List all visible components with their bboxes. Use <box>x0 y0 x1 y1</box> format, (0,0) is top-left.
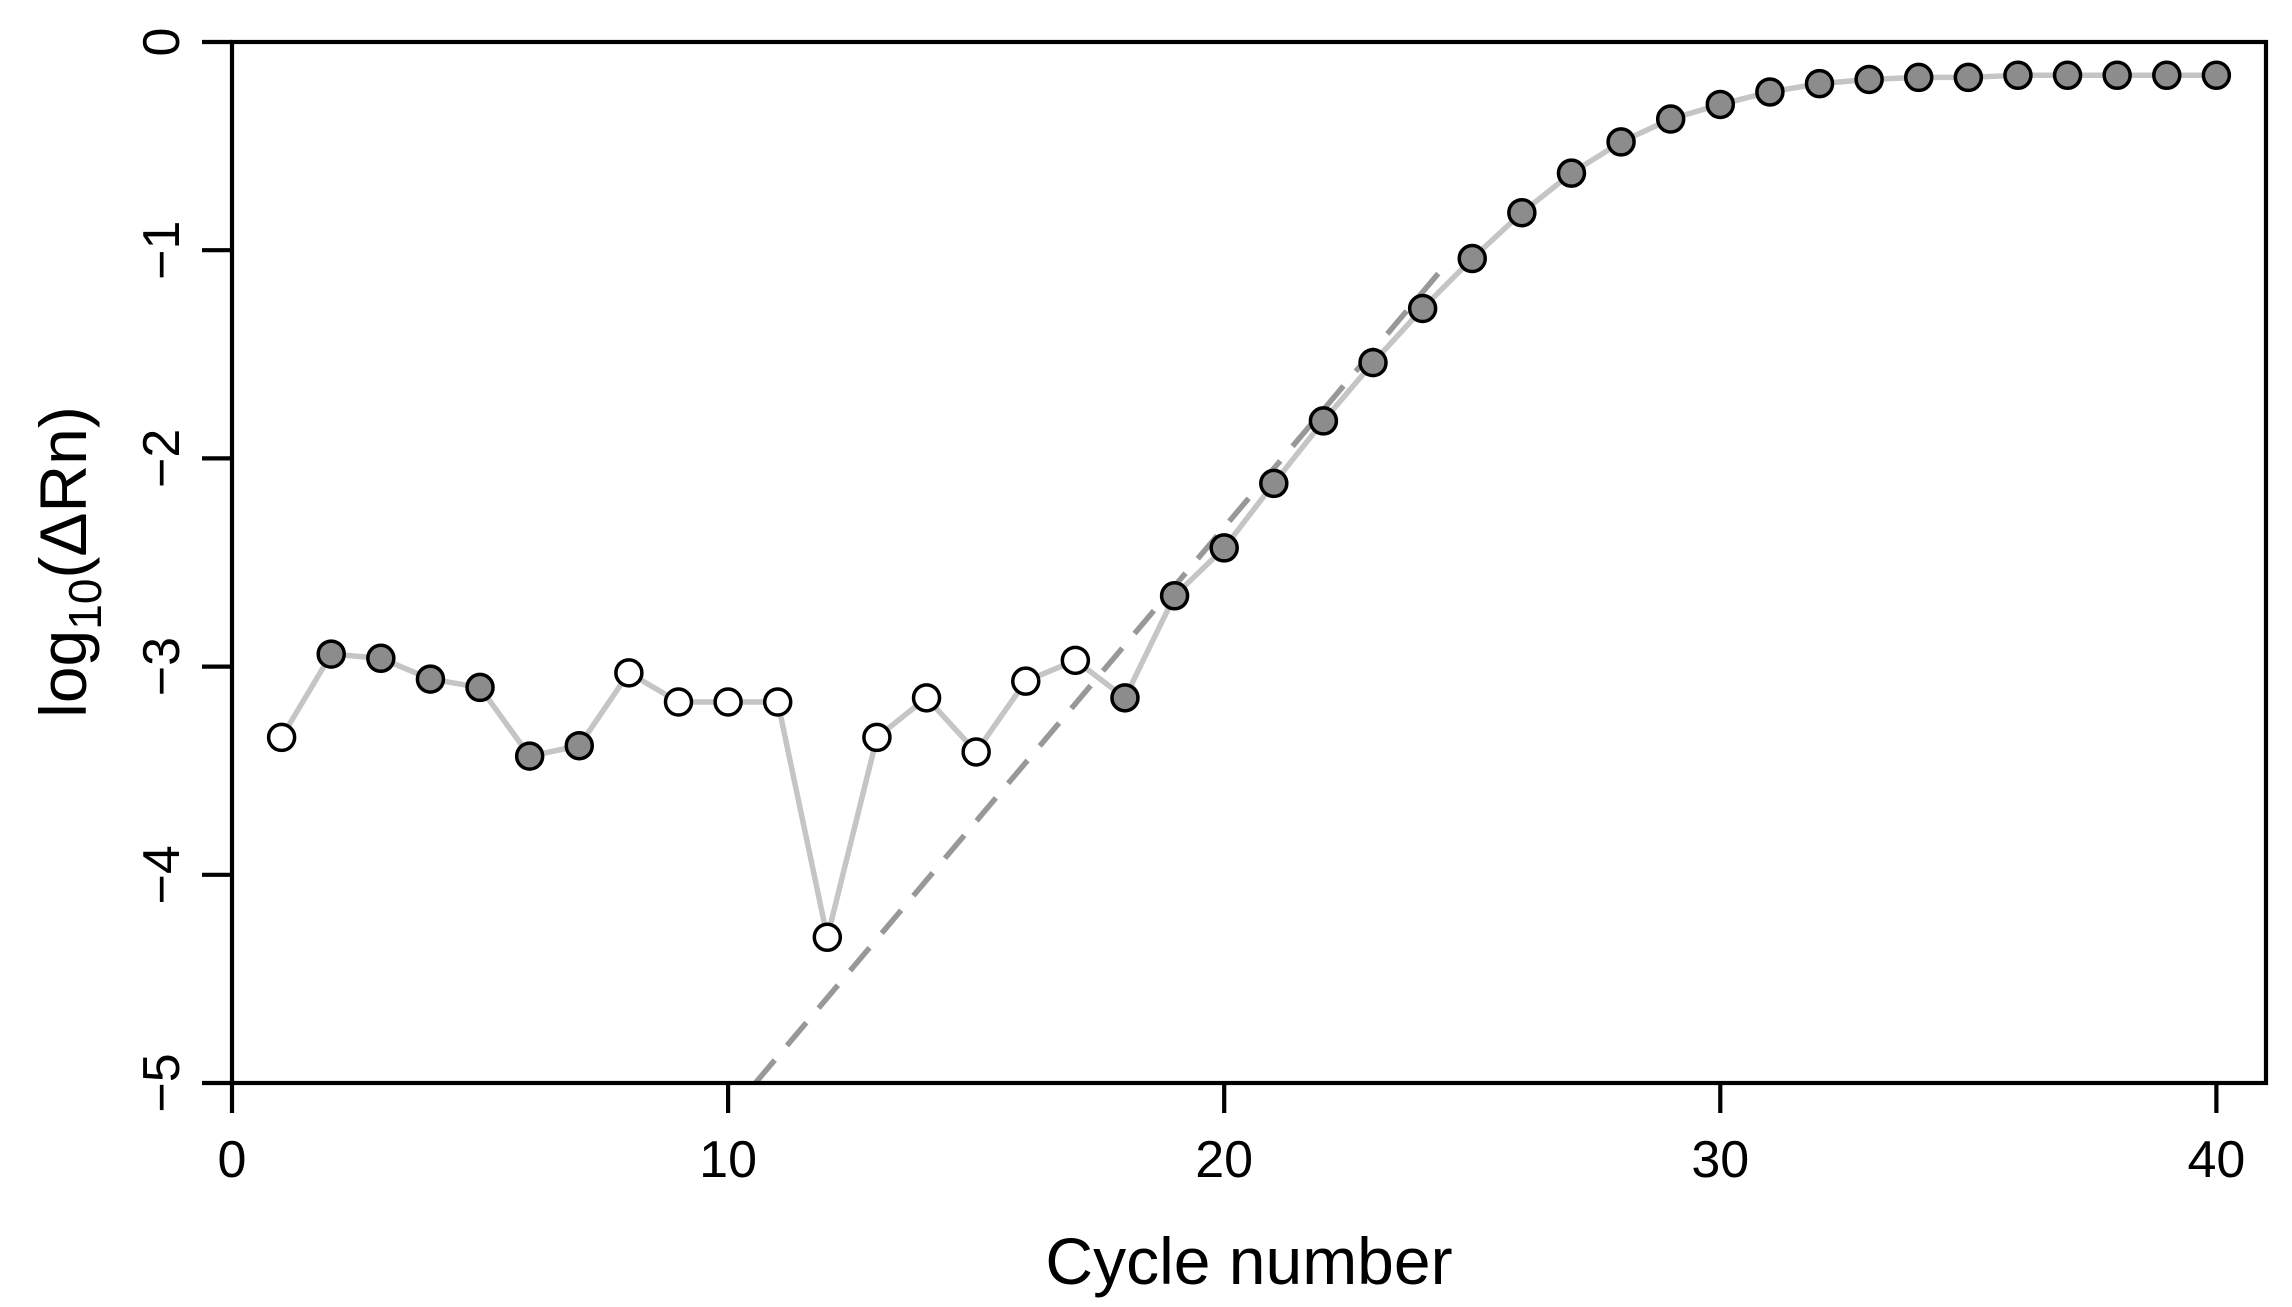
data-point-open <box>713 687 743 717</box>
y-tick-label: −2 <box>133 429 191 488</box>
data-point-open <box>911 683 942 713</box>
data-point-filled <box>1407 293 1438 324</box>
data-point-open <box>663 687 694 717</box>
x-tick-label: 20 <box>1195 1131 1253 1189</box>
data-point-filled <box>1308 406 1339 436</box>
data-point-filled <box>1854 64 1884 95</box>
data-point-filled <box>2052 60 2083 91</box>
data-point-filled <box>1507 197 1537 228</box>
data-point-filled <box>1556 158 1587 188</box>
x-tick-label: 10 <box>699 1131 757 1189</box>
data-point-filled <box>2003 60 2033 91</box>
data-point-filled <box>2152 60 2182 91</box>
y-tick-label: −3 <box>133 637 191 696</box>
x-tick-label: 0 <box>218 1131 247 1189</box>
data-point-filled <box>1110 683 1140 713</box>
data-point-open <box>762 687 793 717</box>
plot-frame <box>229 39 2269 1086</box>
data-point-filled <box>1209 533 1239 563</box>
data-point-filled <box>1259 468 1289 499</box>
data-point-open <box>1011 666 1041 696</box>
y-tick-label: −5 <box>133 1053 191 1112</box>
amplification-curve-line <box>278 72 2220 941</box>
data-point-open <box>812 922 843 953</box>
x-tick-label: 40 <box>2187 1131 2245 1189</box>
data-point-filled <box>1705 89 1736 120</box>
y-tick-label: −1 <box>133 221 191 280</box>
y-tick-label: −4 <box>133 845 191 904</box>
data-point-open <box>614 658 644 688</box>
data-point-filled <box>366 643 396 674</box>
y-axis-title: log10(ΔRn) <box>26 406 111 718</box>
series-layer <box>266 60 2232 1085</box>
data-point-open <box>961 737 991 767</box>
data-point-filled <box>2201 60 2232 91</box>
y-tick-label: 0 <box>133 28 191 57</box>
data-point-filled <box>1804 68 1835 99</box>
x-axis-title: Cycle number <box>1045 1224 1452 1298</box>
y-axis-title-subscript: 10 <box>59 579 111 630</box>
data-point-filled <box>564 730 595 761</box>
data-point-filled <box>1953 62 1984 93</box>
data-point-filled <box>1903 62 1934 93</box>
exponential-fit-dashed-line <box>753 260 1450 1085</box>
data-point-filled <box>1755 77 1785 107</box>
y-axis-title-suffix: (ΔRn) <box>26 406 100 578</box>
data-point-filled <box>514 741 545 771</box>
data-point-filled <box>1457 243 1487 274</box>
data-point-open <box>266 722 297 753</box>
data-point-filled <box>316 639 346 669</box>
data-point-open <box>862 722 892 753</box>
data-point-filled <box>2102 60 2132 91</box>
axes-layer: 0 10 20 30 40 0 −1 −2 −3 −4 −5 <box>133 28 2269 1189</box>
x-tick-label: 30 <box>1691 1131 1749 1189</box>
data-point-filled <box>1358 347 1388 378</box>
data-point-filled <box>415 664 446 694</box>
data-point-filled <box>1606 127 1636 157</box>
data-point-filled <box>1655 104 1686 134</box>
data-point-open <box>1060 645 1091 676</box>
data-point-filled <box>1159 581 1190 611</box>
data-point-filled <box>465 672 495 703</box>
y-axis-title-prefix: log <box>26 630 100 718</box>
